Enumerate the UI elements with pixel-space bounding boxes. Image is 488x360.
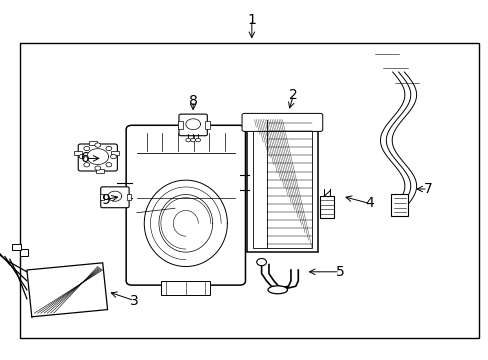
Bar (246, 115, 317, 252)
Bar (252, 120, 311, 248)
Bar (89, 141, 97, 145)
FancyBboxPatch shape (179, 114, 207, 136)
Text: 5: 5 (335, 265, 344, 279)
Bar (12, 244, 21, 250)
Bar (100, 194, 104, 200)
Text: 8: 8 (188, 94, 197, 108)
Circle shape (256, 258, 266, 266)
FancyBboxPatch shape (78, 144, 117, 171)
Bar (20, 249, 28, 256)
Bar (178, 121, 183, 129)
Circle shape (95, 166, 101, 170)
Bar (205, 121, 210, 129)
Text: 2: 2 (288, 89, 297, 102)
Bar (111, 151, 119, 155)
Circle shape (95, 143, 101, 147)
Bar (161, 281, 210, 295)
Bar (390, 194, 407, 216)
Circle shape (190, 138, 195, 142)
FancyBboxPatch shape (126, 125, 245, 285)
Bar (74, 151, 82, 155)
Circle shape (110, 154, 116, 159)
Circle shape (185, 138, 190, 142)
FancyBboxPatch shape (101, 187, 129, 208)
Circle shape (106, 163, 112, 167)
Bar (127, 194, 131, 200)
Bar (96, 169, 104, 173)
Bar (20, 43, 478, 338)
Ellipse shape (267, 286, 287, 294)
Circle shape (106, 146, 112, 150)
Text: 6: 6 (81, 152, 90, 165)
Text: 7: 7 (423, 182, 431, 196)
Circle shape (83, 146, 89, 150)
Bar (320, 196, 333, 218)
FancyBboxPatch shape (242, 113, 322, 131)
Text: 1: 1 (247, 13, 256, 27)
Text: 3: 3 (130, 294, 139, 307)
Circle shape (195, 138, 200, 142)
Text: 9: 9 (101, 193, 109, 207)
Circle shape (83, 163, 89, 167)
Text: 4: 4 (364, 197, 373, 210)
Circle shape (79, 154, 85, 159)
